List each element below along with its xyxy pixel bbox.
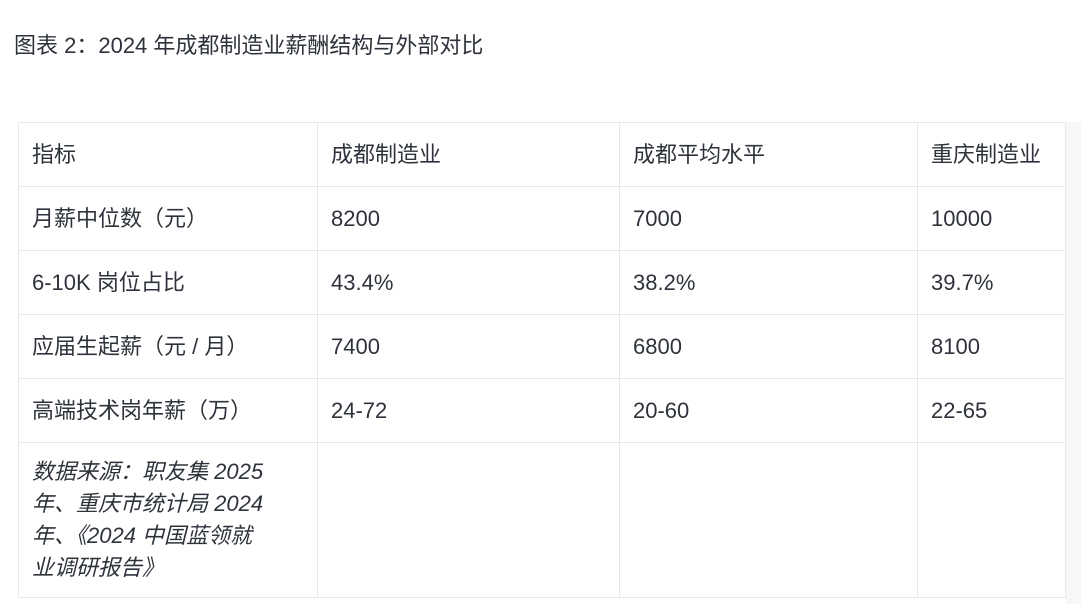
row-label: 高端技术岗年薪（万）: [18, 378, 318, 443]
table-cell: 38.2%: [619, 250, 918, 315]
table-cell: 22-65: [917, 378, 1066, 443]
table-cell-empty: [619, 442, 918, 598]
table-cell: 39.7%: [917, 250, 1066, 315]
table-cell: 43.4%: [317, 250, 620, 315]
table-cell-empty: [317, 442, 620, 598]
comparison-table-container: 指标 成都制造业 成都平均水平 重庆制造业 月薪中位数（元） 8200 7000…: [18, 122, 1066, 598]
figure-caption: 图表 2：2024 年成都制造业薪酬结构与外部对比: [14, 33, 484, 58]
table-cell: 6800: [619, 314, 918, 379]
column-header-indicator: 指标: [18, 122, 318, 187]
table-row-graduate-starting-salary: 应届生起薪（元 / 月） 7400 6800 8100: [18, 314, 1066, 379]
column-header-chongqing-mfg: 重庆制造业: [917, 122, 1066, 187]
table-row-senior-tech-annual-salary: 高端技术岗年薪（万） 24-72 20-60 22-65: [18, 378, 1066, 443]
data-source-note: 数据来源：职友集 2025 年、重庆市统计局 2024 年、《2024 中国蓝领…: [18, 442, 318, 598]
table-row-data-source: 数据来源：职友集 2025 年、重庆市统计局 2024 年、《2024 中国蓝领…: [18, 442, 1066, 598]
row-label: 应届生起薪（元 / 月）: [18, 314, 318, 379]
column-header-chengdu-mfg: 成都制造业: [317, 122, 620, 187]
table-row-median-salary: 月薪中位数（元） 8200 7000 10000: [18, 186, 1066, 251]
table-cell: 24-72: [317, 378, 620, 443]
column-header-chengdu-avg: 成都平均水平: [619, 122, 918, 187]
table-cell: 8200: [317, 186, 620, 251]
vertical-scrollbar-track[interactable]: [1066, 122, 1081, 604]
table-cell: 10000: [917, 186, 1066, 251]
table-header-row: 指标 成都制造业 成都平均水平 重庆制造业: [18, 122, 1066, 187]
table-cell: 7000: [619, 186, 918, 251]
table-cell: 20-60: [619, 378, 918, 443]
table-cell: 7400: [317, 314, 620, 379]
table-cell: 8100: [917, 314, 1066, 379]
row-label: 6-10K 岗位占比: [18, 250, 318, 315]
table-cell-empty: [917, 442, 1066, 598]
table-row-6-10k-share: 6-10K 岗位占比 43.4% 38.2% 39.7%: [18, 250, 1066, 315]
comparison-table: 指标 成都制造业 成都平均水平 重庆制造业 月薪中位数（元） 8200 7000…: [18, 122, 1066, 598]
row-label: 月薪中位数（元）: [18, 186, 318, 251]
